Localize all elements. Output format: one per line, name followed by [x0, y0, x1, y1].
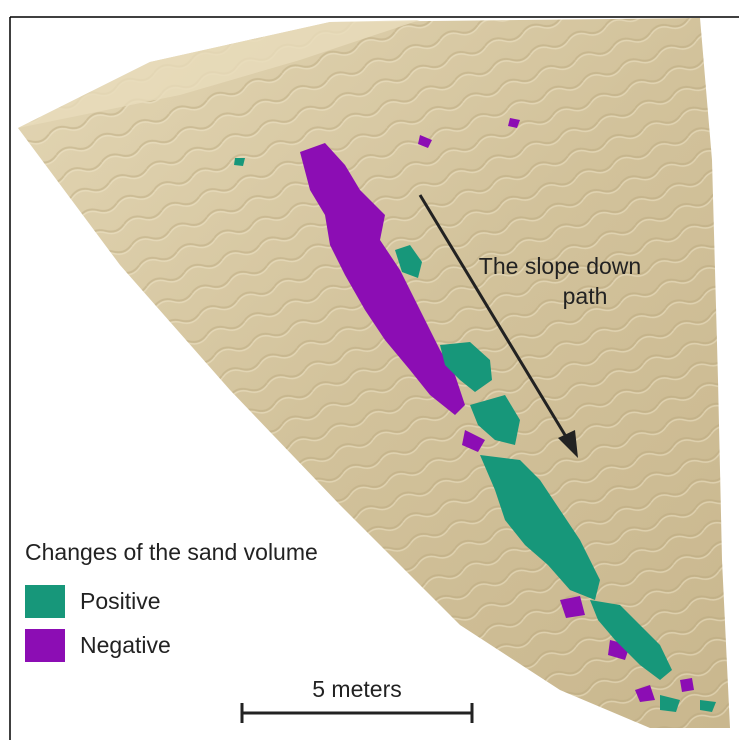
page: The slope down path Changes of the sand … [0, 0, 739, 740]
legend-label: Positive [80, 588, 161, 614]
annotation-line: path [563, 283, 608, 309]
scale-bar-label: 5 meters [312, 676, 401, 702]
legend-title: Changes of the sand volume [25, 539, 318, 565]
legend-swatch [25, 585, 65, 618]
figure: The slope down path Changes of the sand … [0, 0, 739, 740]
legend: Changes of the sand volume Positive Nega… [25, 539, 318, 662]
scale-bar [242, 703, 472, 723]
legend-label: Negative [80, 632, 171, 658]
annotation-line: The slope down [479, 253, 641, 279]
legend-swatch [25, 629, 65, 662]
